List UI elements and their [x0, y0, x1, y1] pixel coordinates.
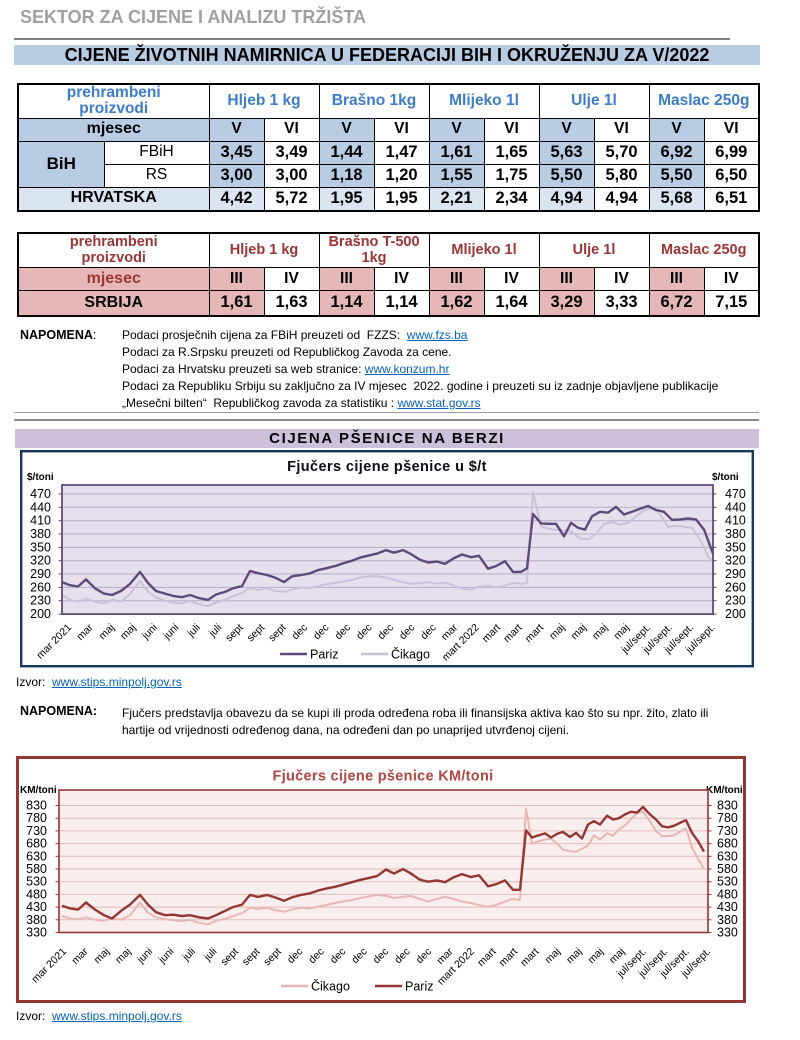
- svg-text:Pariz: Pariz: [405, 980, 433, 994]
- svg-text:470: 470: [725, 487, 746, 501]
- svg-text:440: 440: [30, 500, 51, 514]
- svg-text:Fjučers cijene pšenice u $/t: Fjučers cijene pšenice u $/t: [287, 459, 487, 475]
- svg-text:730: 730: [717, 824, 738, 838]
- svg-text:780: 780: [717, 811, 738, 825]
- svg-text:680: 680: [26, 837, 47, 851]
- svg-text:380: 380: [717, 913, 738, 927]
- svg-text:330: 330: [26, 926, 47, 940]
- svg-text:260: 260: [30, 580, 51, 594]
- svg-text:410: 410: [725, 514, 746, 528]
- svg-text:350: 350: [30, 540, 51, 554]
- svg-text:290: 290: [30, 567, 51, 581]
- svg-text:410: 410: [30, 514, 51, 528]
- svg-text:230: 230: [725, 594, 746, 608]
- svg-text:380: 380: [26, 913, 47, 927]
- svg-text:200: 200: [725, 607, 746, 621]
- svg-text:230: 230: [30, 594, 51, 608]
- svg-text:320: 320: [725, 554, 746, 568]
- svg-text:530: 530: [26, 875, 47, 889]
- svg-text:580: 580: [26, 862, 47, 876]
- svg-text:480: 480: [717, 887, 738, 901]
- svg-text:470: 470: [30, 487, 51, 501]
- svg-text:KM/toni: KM/toni: [20, 785, 57, 796]
- svg-text:$/toni: $/toni: [712, 472, 739, 483]
- svg-text:320: 320: [30, 554, 51, 568]
- svg-text:580: 580: [717, 862, 738, 876]
- svg-text:430: 430: [717, 900, 738, 914]
- svg-text:KM/toni: KM/toni: [706, 785, 743, 796]
- svg-text:Fjučers cijene pšenice KM/toni: Fjučers cijene pšenice KM/toni: [273, 769, 494, 785]
- svg-text:Čikago: Čikago: [311, 979, 350, 994]
- svg-text:830: 830: [26, 799, 47, 813]
- svg-text:Pariz: Pariz: [310, 648, 338, 662]
- svg-text:290: 290: [725, 567, 746, 581]
- svg-text:630: 630: [717, 849, 738, 863]
- svg-text:380: 380: [725, 527, 746, 541]
- svg-text:200: 200: [30, 607, 51, 621]
- svg-text:830: 830: [717, 799, 738, 813]
- svg-text:430: 430: [26, 900, 47, 914]
- svg-text:330: 330: [717, 926, 738, 940]
- svg-text:$/toni: $/toni: [27, 472, 54, 483]
- svg-text:680: 680: [717, 837, 738, 851]
- svg-text:480: 480: [26, 887, 47, 901]
- svg-text:260: 260: [725, 580, 746, 594]
- svg-text:730: 730: [26, 824, 47, 838]
- svg-text:350: 350: [725, 540, 746, 554]
- svg-text:630: 630: [26, 849, 47, 863]
- svg-text:780: 780: [26, 811, 47, 825]
- svg-text:440: 440: [725, 500, 746, 514]
- svg-text:Čikago: Čikago: [391, 647, 430, 662]
- svg-text:530: 530: [717, 875, 738, 889]
- svg-text:380: 380: [30, 527, 51, 541]
